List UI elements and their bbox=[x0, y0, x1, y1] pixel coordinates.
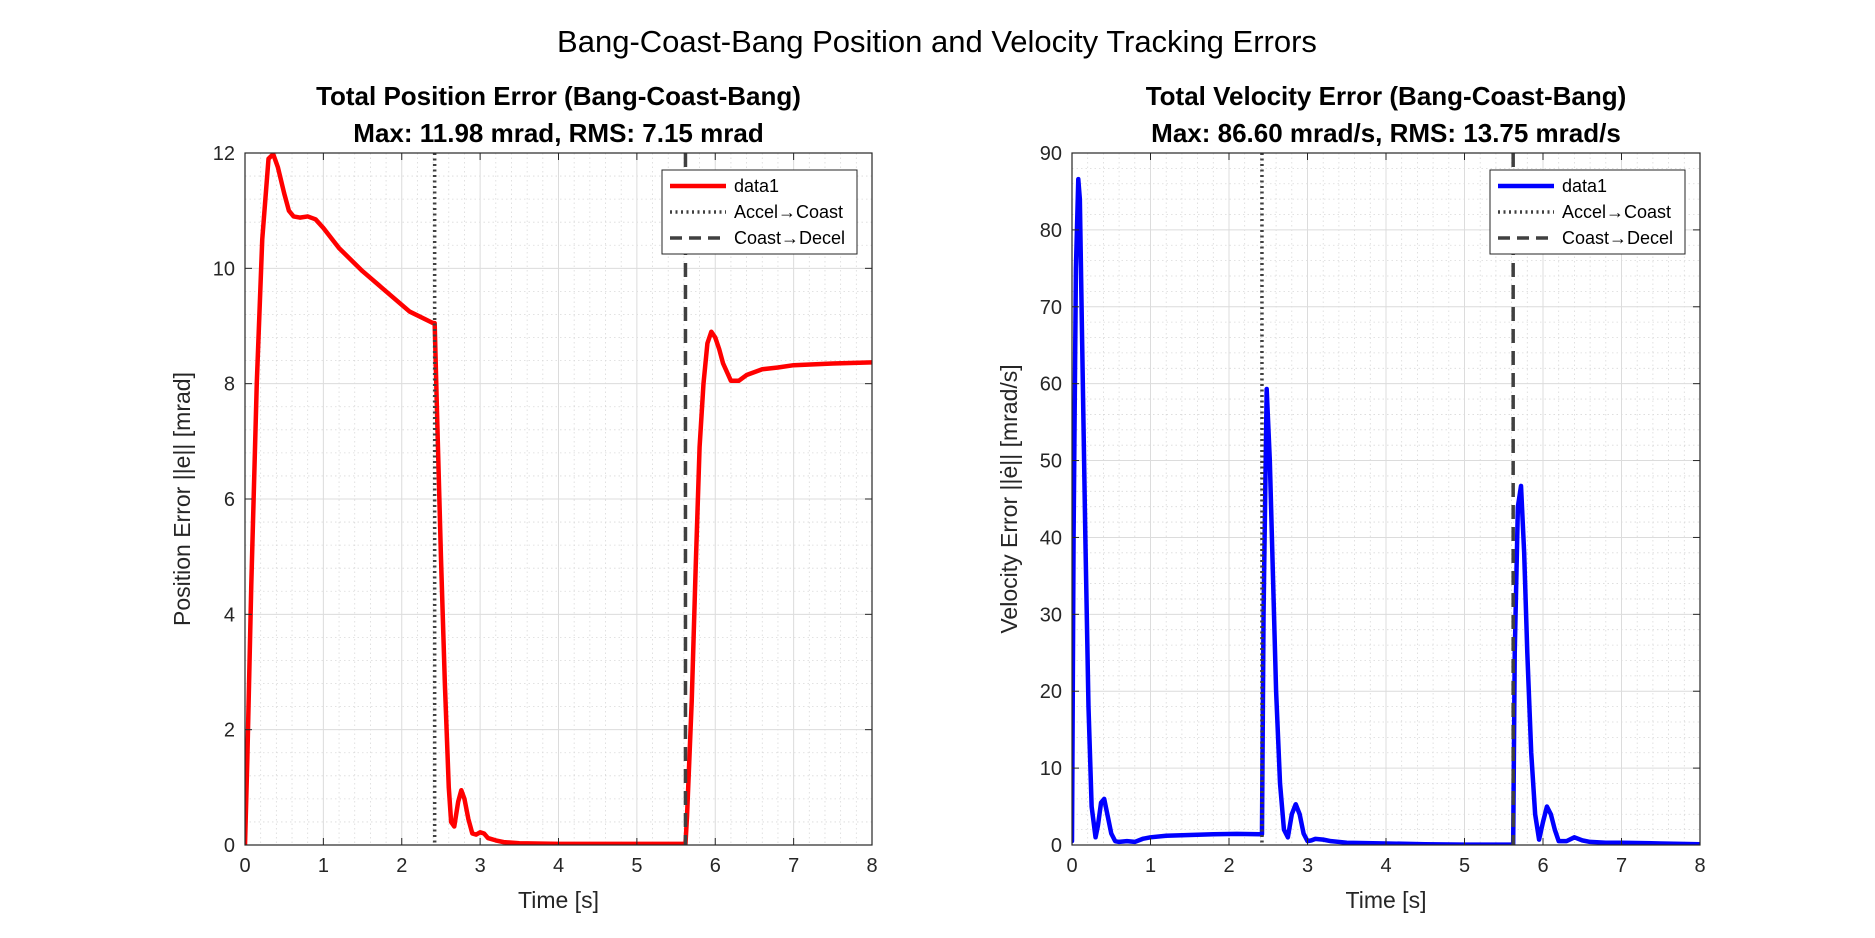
position-ylabel: Position Error ||e|| [mrad] bbox=[169, 372, 195, 626]
position-xtick-label: 6 bbox=[710, 855, 721, 877]
velocity-ytick-label: 40 bbox=[1040, 527, 1062, 549]
position-xlabel: Time [s] bbox=[518, 887, 599, 913]
velocity-ytick-label: 70 bbox=[1040, 297, 1062, 319]
position-xtick-label: 7 bbox=[788, 855, 799, 877]
velocity-legend-label-accel-coast: Accel→Coast bbox=[1562, 202, 1671, 222]
velocity-xtick-label: 3 bbox=[1302, 855, 1313, 877]
position-ytick-label: 6 bbox=[224, 489, 235, 511]
position-xtick-label: 4 bbox=[553, 855, 564, 877]
velocity-legend-label-data: data1 bbox=[1562, 176, 1607, 196]
position-xtick-label: 3 bbox=[475, 855, 486, 877]
position-legend-label-coast-decel: Coast→Decel bbox=[734, 228, 845, 248]
position-legend-label-data: data1 bbox=[734, 176, 779, 196]
position-xtick-label: 0 bbox=[239, 855, 250, 877]
velocity-series-0-line bbox=[1072, 176, 1700, 845]
velocity-subtitle: Max: 86.60 mrad/s, RMS: 13.75 mrad/s bbox=[1151, 118, 1621, 148]
velocity-legend: data1 Accel→Coast Coast→Decel bbox=[1489, 169, 1686, 255]
position-ytick-label: 2 bbox=[224, 720, 235, 742]
velocity-xtick-label: 6 bbox=[1537, 855, 1548, 877]
position-ytick-label: 12 bbox=[213, 143, 235, 165]
velocity-ytick-label: 10 bbox=[1040, 758, 1062, 780]
position-legend: data1 Accel→Coast Coast→Decel bbox=[661, 169, 858, 255]
position-subtitle: Max: 11.98 mrad, RMS: 7.15 mrad bbox=[353, 118, 763, 148]
position-legend-label-accel-coast: Accel→Coast bbox=[734, 202, 843, 222]
velocity-ylabel: Velocity Error ||ė|| [mrad/s] bbox=[996, 364, 1022, 633]
position-xtick-label: 5 bbox=[631, 855, 642, 877]
velocity-xtick-label: 2 bbox=[1223, 855, 1234, 877]
velocity-xlabel: Time [s] bbox=[1346, 887, 1427, 913]
velocity-xtick-label: 1 bbox=[1145, 855, 1156, 877]
velocity-legend-label-coast-decel: Coast→Decel bbox=[1562, 228, 1673, 248]
velocity-xtick-label: 5 bbox=[1459, 855, 1470, 877]
position-xtick-label: 8 bbox=[866, 855, 877, 877]
figure-suptitle: Bang-Coast-Bang Position and Velocity Tr… bbox=[557, 24, 1317, 59]
velocity-xtick-label: 8 bbox=[1694, 855, 1705, 877]
velocity-ytick-label: 90 bbox=[1040, 143, 1062, 165]
velocity-xtick-label: 0 bbox=[1066, 855, 1077, 877]
velocity-xtick-label: 4 bbox=[1380, 855, 1391, 877]
position-ytick-label: 8 bbox=[224, 374, 235, 396]
velocity-xtick-label: 7 bbox=[1616, 855, 1627, 877]
velocity-ytick-label: 20 bbox=[1040, 681, 1062, 703]
position-series-0-line bbox=[245, 153, 872, 845]
position-ytick-label: 10 bbox=[213, 258, 235, 280]
velocity-ytick-label: 30 bbox=[1040, 604, 1062, 626]
velocity-ytick-label: 50 bbox=[1040, 451, 1062, 473]
position-xtick-label: 2 bbox=[396, 855, 407, 877]
position-ytick-label: 0 bbox=[224, 835, 235, 857]
velocity-title: Total Velocity Error (Bang-Coast-Bang) bbox=[1146, 81, 1627, 111]
position-ytick-label: 4 bbox=[224, 604, 235, 626]
position-title: Total Position Error (Bang-Coast-Bang) bbox=[316, 81, 801, 111]
velocity-ytick-label: 60 bbox=[1040, 374, 1062, 396]
position-xtick-label: 1 bbox=[318, 855, 329, 877]
velocity-ytick-label: 0 bbox=[1051, 835, 1062, 857]
velocity-ytick-label: 80 bbox=[1040, 220, 1062, 242]
